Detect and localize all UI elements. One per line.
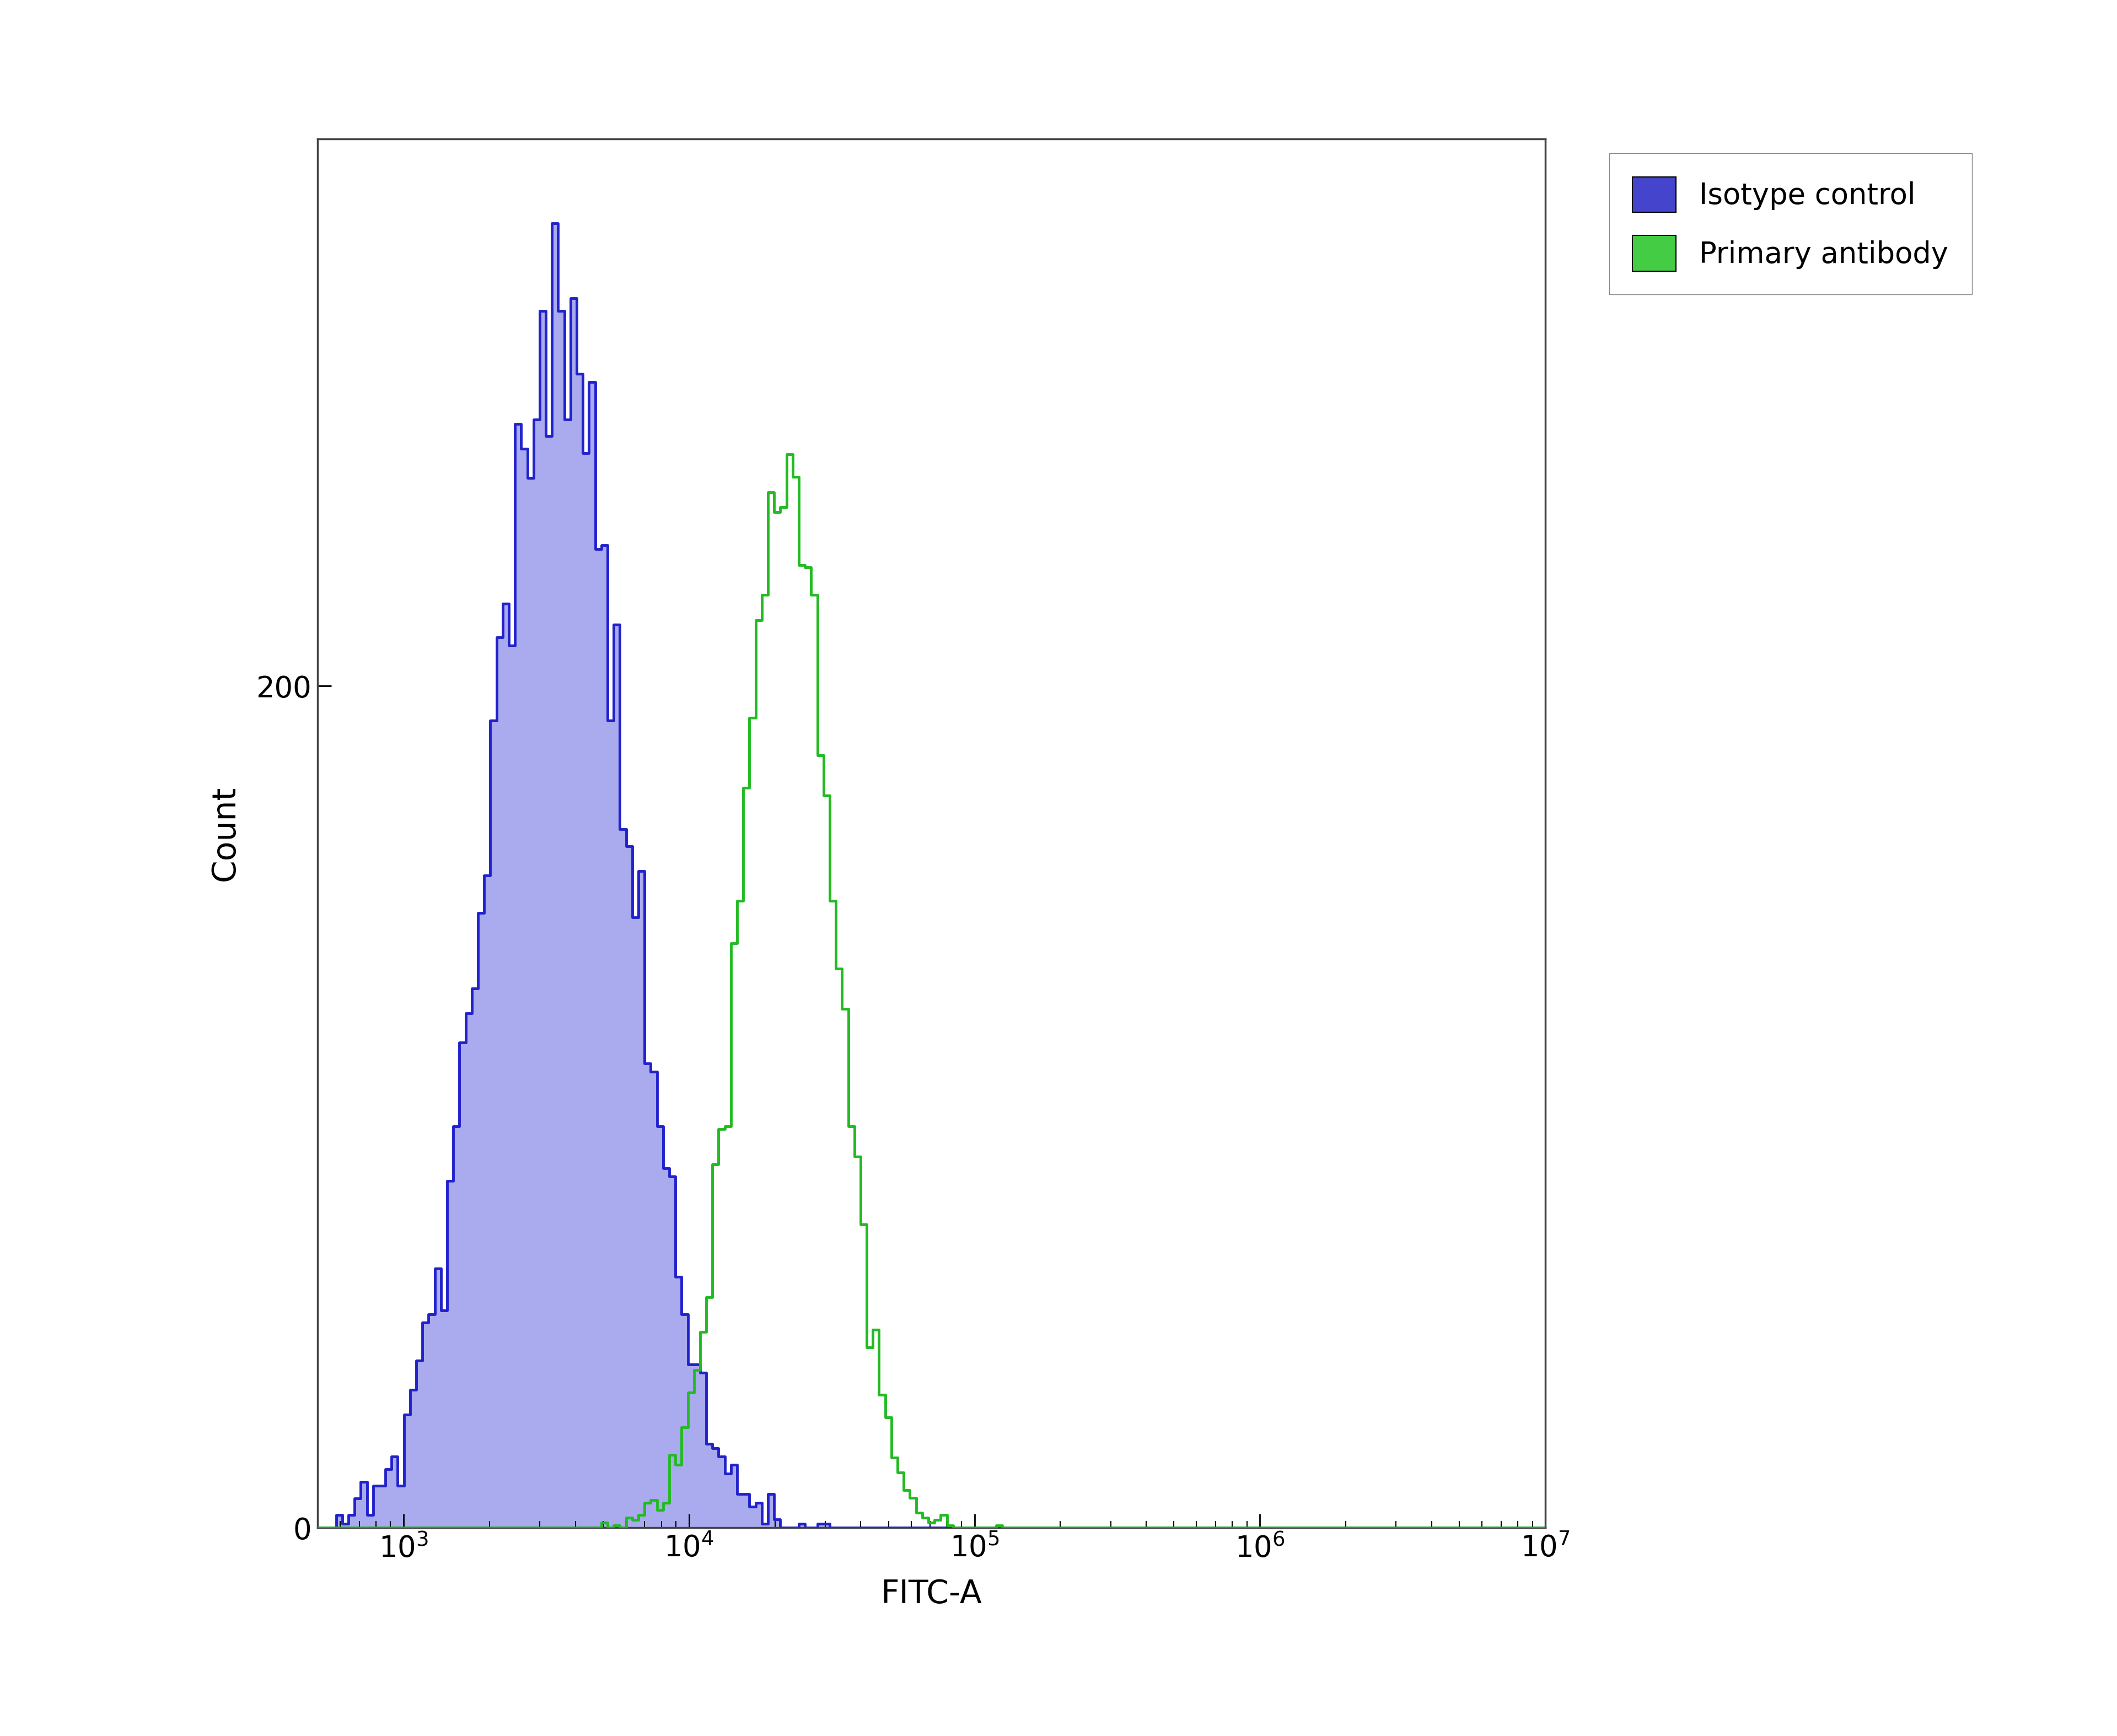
X-axis label: FITC-A: FITC-A [881, 1578, 982, 1609]
Y-axis label: Count: Count [210, 785, 241, 882]
Legend: Isotype control, Primary antibody: Isotype control, Primary antibody [1609, 153, 1971, 293]
